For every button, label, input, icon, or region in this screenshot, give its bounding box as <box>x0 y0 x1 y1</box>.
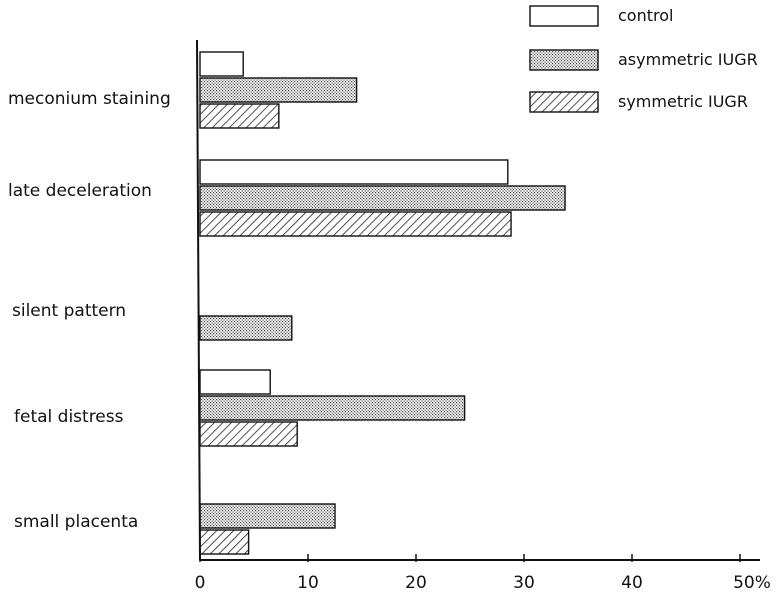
bar-open-0 <box>199 51 244 77</box>
x-tick-label: 30 <box>513 573 535 593</box>
y-axis <box>196 39 201 561</box>
bar-open-1 <box>199 159 509 185</box>
bar-dotted-3 <box>199 395 466 421</box>
bar-hatched-0 <box>199 103 280 129</box>
bar-dotted-0 <box>199 77 358 103</box>
category-label: silent pattern <box>12 301 126 321</box>
legend-label: asymmetric IUGR <box>618 50 758 69</box>
legend-swatch-hatched <box>529 91 599 113</box>
category-label: late deceleration <box>8 181 152 201</box>
category-label: meconium staining <box>8 89 171 109</box>
category-label: fetal distress <box>14 407 124 427</box>
bar-hatched-4 <box>199 529 250 555</box>
bar-open-3 <box>199 369 271 395</box>
bar-dotted-1 <box>199 185 566 211</box>
x-tick-label: 10 <box>297 573 319 593</box>
x-tick-label: 20 <box>405 573 427 593</box>
legend-label: symmetric IUGR <box>618 92 748 111</box>
bar-dotted-4 <box>199 503 336 529</box>
bar-hatched-3 <box>199 421 298 447</box>
bar-hatched-1 <box>199 211 512 237</box>
x-tick-label: 40 <box>621 573 643 593</box>
bar-dotted-2 <box>199 315 293 341</box>
x-tick-label: 0 <box>195 573 206 593</box>
x-tick-label: 50% <box>733 573 771 593</box>
legend-label: control <box>618 6 673 25</box>
legend-swatch-dotted <box>529 49 599 71</box>
legend-swatch-open <box>529 5 599 27</box>
category-label: small placenta <box>14 512 138 532</box>
